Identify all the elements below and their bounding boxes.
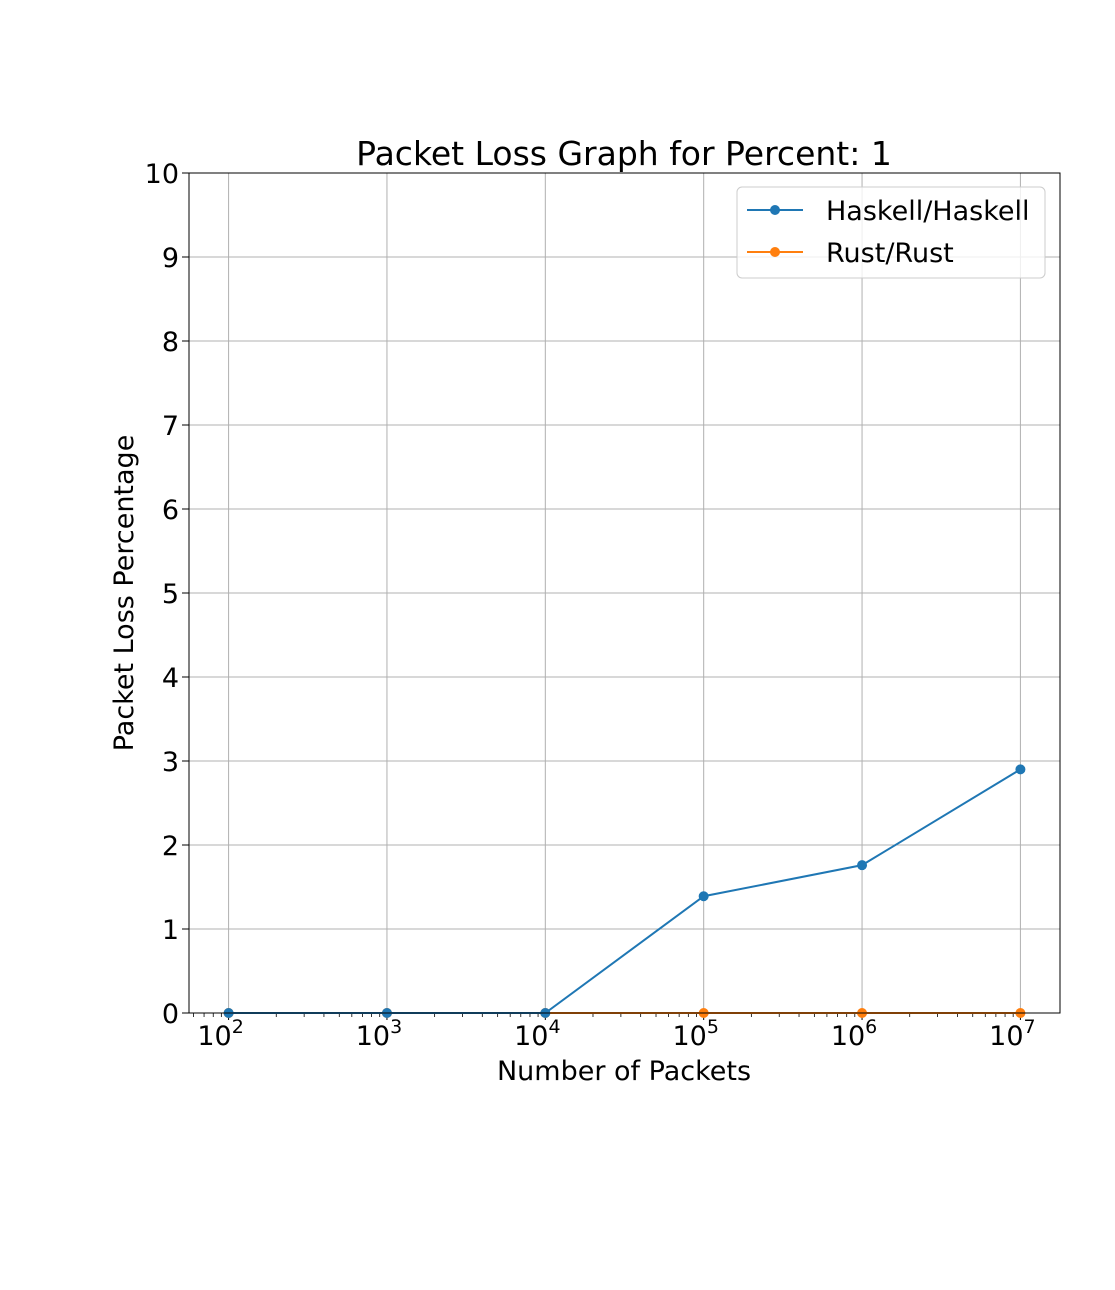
legend-item: Rust/Rust (747, 238, 954, 269)
x-tick-label: 106 (831, 1016, 877, 1052)
x-tick-label: 107 (989, 1016, 1035, 1052)
legend-marker (770, 247, 780, 257)
y-tick-label: 5 (162, 579, 179, 610)
x-tick-label: 102 (197, 1016, 243, 1052)
data-point (1015, 764, 1026, 775)
series-line (228, 768, 1021, 1014)
y-tick-label: 10 (145, 159, 179, 190)
y-tick-label: 6 (162, 495, 179, 526)
y-tick-label: 7 (162, 411, 179, 442)
series-layer (223, 764, 1026, 1018)
legend-item: Haskell/Haskell (747, 196, 1030, 227)
x-tick-label: 105 (672, 1016, 718, 1052)
legend-marker (770, 205, 780, 215)
y-tick-label: 2 (162, 831, 179, 862)
x-tick-label: 103 (356, 1016, 402, 1052)
legend-label: Rust/Rust (826, 238, 954, 269)
plot-frame (188, 172, 1061, 1014)
legend-box (736, 186, 1046, 279)
x-tick-label: 104 (514, 1016, 560, 1052)
y-tick-label: 3 (162, 747, 179, 778)
y-tick-label: 9 (162, 243, 179, 274)
y-axis-ticks: 0 1 2 3 4 5 6 7 8 9 10 (145, 159, 189, 1030)
y-tick-label: 0 (162, 999, 179, 1030)
legend-label: Haskell/Haskell (826, 196, 1030, 227)
y-axis-label: Packet Loss Percentage (109, 435, 140, 752)
data-point (857, 860, 868, 871)
y-tick-label: 4 (162, 663, 179, 694)
legend: Haskell/Haskell Rust/Rust (736, 186, 1046, 279)
grid-lines (189, 172, 1060, 1014)
x-axis-label: Number of Packets (497, 1056, 751, 1087)
data-point (698, 891, 709, 902)
series-haskell-haskell (223, 764, 1026, 1018)
y-tick-label: 1 (162, 915, 179, 946)
x-axis-ticks: 102 103 104 105 106 107 (197, 1013, 1036, 1052)
y-tick-label: 8 (162, 327, 179, 358)
chart-title: Packet Loss Graph for Percent: 1 (356, 134, 892, 173)
